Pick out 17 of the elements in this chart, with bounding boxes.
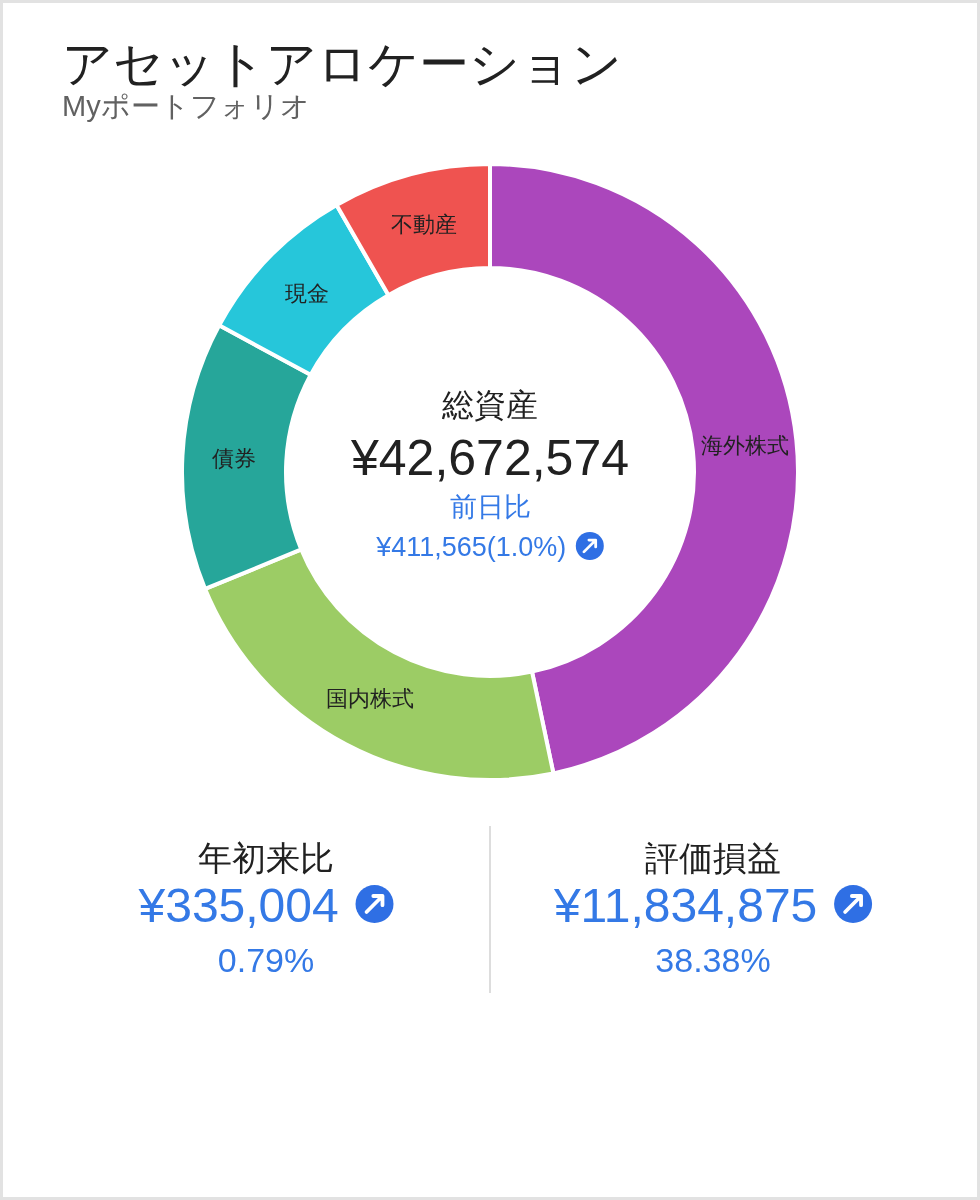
annotation: 年初来比: [198, 839, 334, 877]
slice-label: 海外株式: [700, 433, 789, 458]
annotation: 前日比: [449, 492, 531, 522]
annotation: 総資産: [442, 387, 538, 423]
title: アセットアロケーション: [62, 36, 622, 92]
annotation: ¥411,565(1.0%): [376, 532, 567, 562]
slice-label: 債券: [212, 445, 257, 471]
slice-label: 国内株式: [326, 685, 415, 711]
slice-label: 不動産: [391, 212, 457, 238]
annotation: 0.79%: [217, 941, 315, 979]
subtitle: Myポートフォリオ: [62, 90, 310, 122]
annotation: ¥42,672,574: [350, 430, 630, 486]
annotation: 38.38%: [655, 941, 771, 979]
slice-label: 現金: [284, 280, 329, 306]
annotation: 評価損益: [645, 839, 781, 877]
annotation: ¥335,004: [138, 878, 339, 932]
annotation: ¥11,834,875: [553, 878, 818, 932]
